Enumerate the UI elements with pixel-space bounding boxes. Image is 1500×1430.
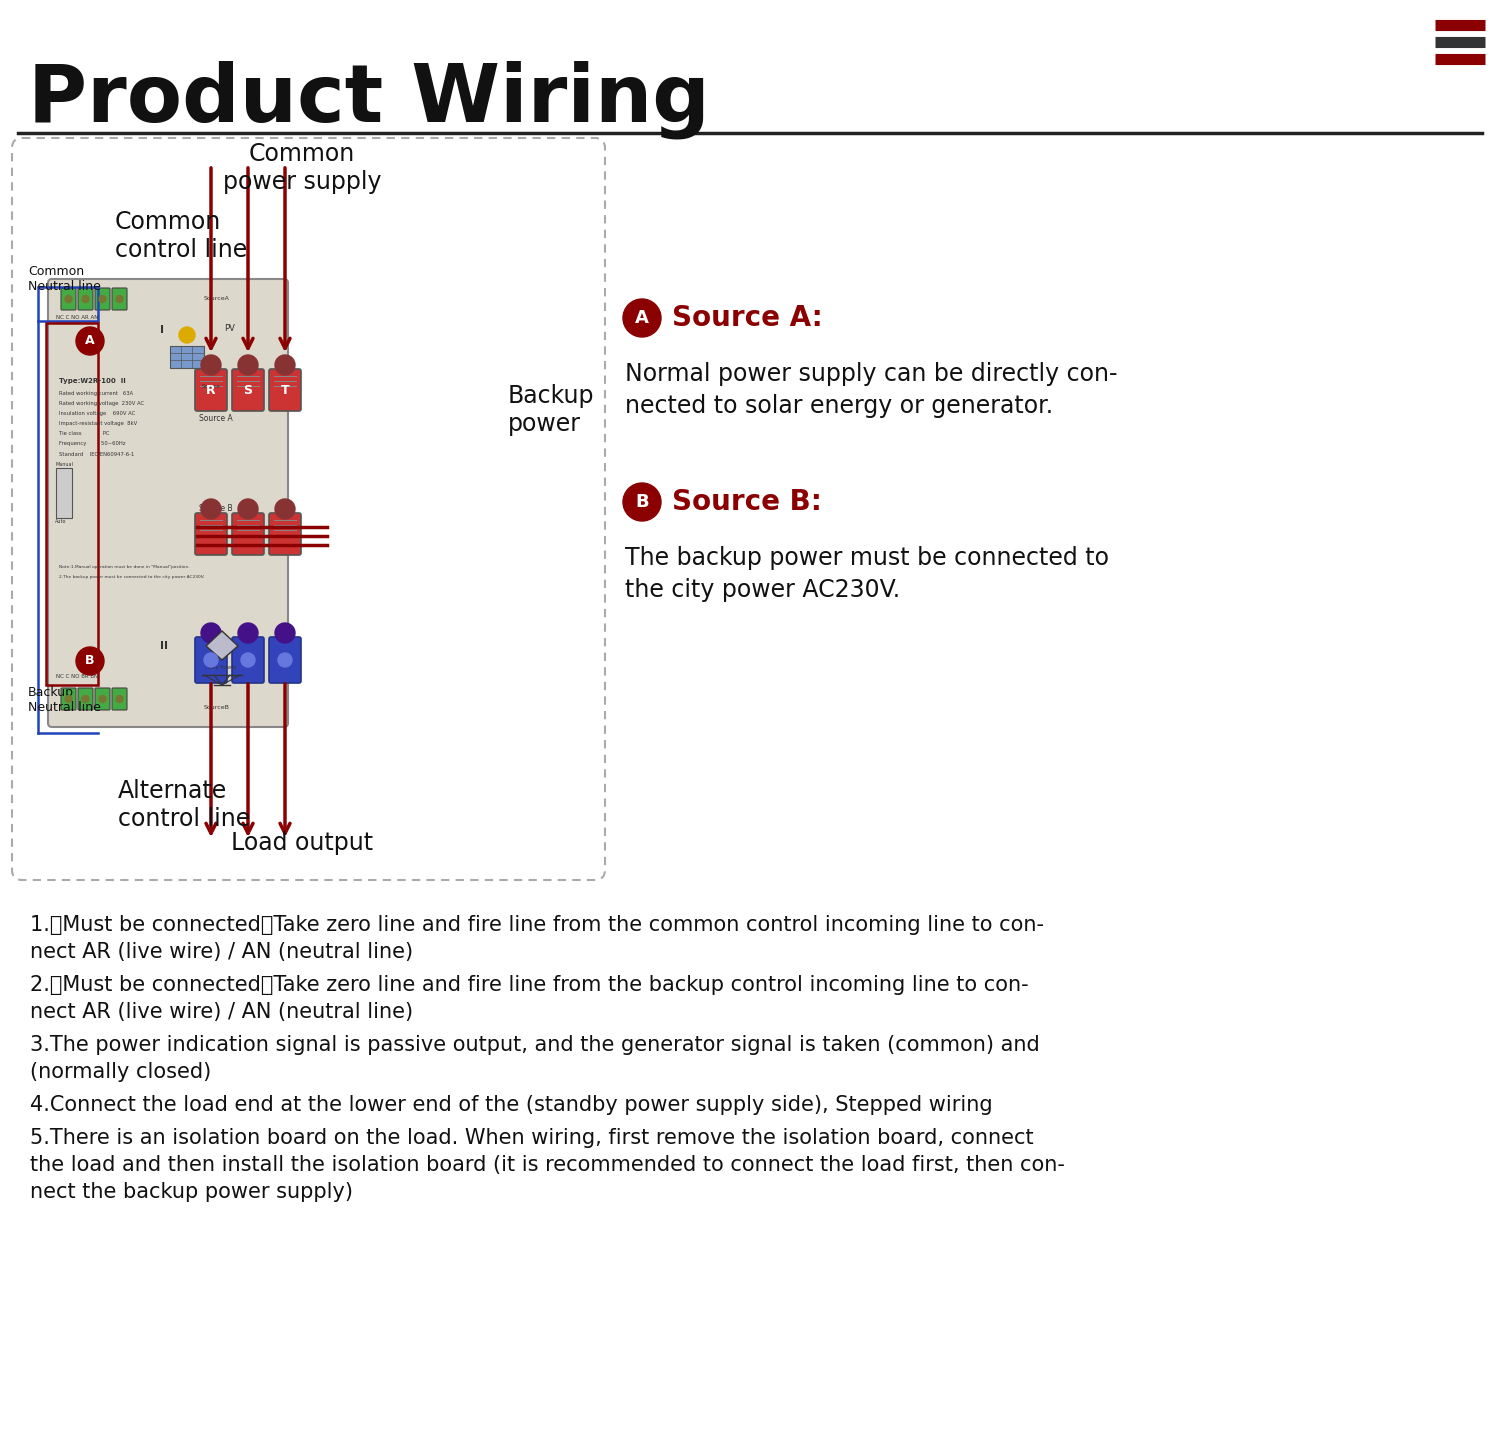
Circle shape (201, 499, 220, 519)
Circle shape (178, 327, 195, 343)
Circle shape (64, 296, 72, 303)
Text: Rated working current   63A: Rated working current 63A (58, 390, 134, 396)
Text: Alternate
control line: Alternate control line (118, 779, 250, 831)
FancyBboxPatch shape (94, 287, 110, 310)
Text: 5.There is an isolation board on the load. When wiring, first remove the isolati: 5.There is an isolation board on the loa… (30, 1128, 1065, 1203)
FancyBboxPatch shape (232, 636, 264, 684)
Text: Backup
Neutral line: Backup Neutral line (28, 686, 100, 714)
Text: Source A:: Source A: (672, 305, 822, 332)
Circle shape (116, 296, 123, 303)
Text: Common
power supply: Common power supply (222, 142, 381, 194)
Circle shape (274, 499, 296, 519)
Circle shape (204, 654, 218, 666)
Text: A: A (634, 309, 650, 327)
Bar (46, 323, 98, 685)
Text: The backup power must be connected to
the city power AC230V.: The backup power must be connected to th… (626, 546, 1108, 602)
Text: R: R (206, 383, 216, 396)
FancyBboxPatch shape (232, 369, 264, 410)
Text: PV: PV (224, 325, 236, 333)
Circle shape (622, 483, 662, 521)
Text: Frequency         50~60Hz: Frequency 50~60Hz (58, 440, 126, 446)
Circle shape (238, 355, 258, 375)
Text: SourceA: SourceA (204, 296, 230, 300)
FancyBboxPatch shape (12, 139, 604, 879)
Text: Note:1.Manual operation must be done in "Manual"position.: Note:1.Manual operation must be done in … (58, 565, 189, 569)
Bar (170, 346, 204, 368)
Circle shape (274, 623, 296, 644)
Text: Tie class             PC: Tie class PC (58, 430, 110, 436)
Circle shape (64, 695, 72, 702)
Bar (56, 468, 72, 518)
Circle shape (99, 695, 106, 702)
Circle shape (76, 646, 104, 675)
Circle shape (201, 623, 220, 644)
Circle shape (622, 299, 662, 337)
FancyBboxPatch shape (112, 688, 128, 711)
Text: Source: Source (202, 385, 220, 389)
Text: B: B (634, 493, 650, 511)
Text: Load output: Load output (231, 831, 374, 855)
Bar (38, 287, 98, 320)
Text: City Power: City Power (207, 665, 237, 671)
FancyBboxPatch shape (195, 369, 226, 410)
Text: 1.（Must be connected）Take zero line and fire line from the common control incomi: 1.（Must be connected）Take zero line and … (30, 915, 1044, 962)
Text: Impact-resistant voltage  8kV: Impact-resistant voltage 8kV (58, 420, 138, 426)
Circle shape (238, 499, 258, 519)
FancyBboxPatch shape (78, 688, 93, 711)
FancyBboxPatch shape (62, 688, 76, 711)
Text: Source B: Source B (200, 503, 232, 513)
FancyBboxPatch shape (112, 287, 128, 310)
FancyBboxPatch shape (78, 287, 93, 310)
Text: Source B:: Source B: (672, 488, 822, 516)
FancyBboxPatch shape (195, 513, 226, 555)
FancyBboxPatch shape (195, 636, 226, 684)
Text: 4.Connect the load end at the lower end of the (standby power supply side), Step: 4.Connect the load end at the lower end … (30, 1095, 993, 1115)
Text: I: I (160, 325, 164, 335)
Text: 2.The backup power must be connected to the city power AC230V.: 2.The backup power must be connected to … (58, 575, 204, 579)
Text: A: A (86, 335, 94, 347)
FancyBboxPatch shape (268, 636, 302, 684)
Circle shape (242, 654, 255, 666)
Text: Standard    IEC/EN60947-6-1: Standard IEC/EN60947-6-1 (58, 450, 135, 456)
Text: Normal power supply can be directly con-
nected to solar energy or generator.: Normal power supply can be directly con-… (626, 362, 1118, 418)
Text: Type:W2R-100  II: Type:W2R-100 II (58, 378, 126, 385)
FancyBboxPatch shape (94, 688, 110, 711)
Circle shape (201, 355, 220, 375)
Circle shape (76, 327, 104, 355)
Text: Common
Neutral line: Common Neutral line (28, 265, 100, 293)
Text: Rated working voltage  230V AC: Rated working voltage 230V AC (58, 400, 144, 406)
Text: NC C NO BR BN: NC C NO BR BN (56, 674, 98, 679)
Text: Common
control line: Common control line (116, 210, 248, 262)
Circle shape (82, 695, 88, 702)
Polygon shape (206, 631, 238, 661)
Circle shape (116, 695, 123, 702)
Text: II: II (160, 641, 168, 651)
Circle shape (274, 355, 296, 375)
Circle shape (82, 296, 88, 303)
FancyBboxPatch shape (62, 287, 76, 310)
Text: Auto: Auto (56, 519, 66, 523)
Text: 3.The power indication signal is passive output, and the generator signal is tak: 3.The power indication signal is passive… (30, 1035, 1040, 1083)
Text: Manual: Manual (56, 462, 74, 468)
Text: Source A: Source A (200, 415, 232, 423)
Text: NC C NO AR AN: NC C NO AR AN (56, 315, 99, 320)
Text: Backup
power: Backup power (509, 385, 594, 436)
Circle shape (278, 654, 292, 666)
Text: 2.（Must be connected）Take zero line and fire line from the backup control incomi: 2.（Must be connected）Take zero line and … (30, 975, 1029, 1022)
FancyBboxPatch shape (268, 369, 302, 410)
Text: S: S (243, 383, 252, 396)
FancyBboxPatch shape (232, 513, 264, 555)
Circle shape (99, 296, 106, 303)
FancyBboxPatch shape (48, 279, 288, 726)
Text: B: B (86, 655, 94, 668)
FancyBboxPatch shape (268, 513, 302, 555)
Text: Insulation voltage    690V AC: Insulation voltage 690V AC (58, 410, 135, 416)
Text: SourceB: SourceB (204, 705, 230, 711)
Circle shape (238, 623, 258, 644)
Text: Product Wiring: Product Wiring (28, 60, 709, 139)
Text: T: T (280, 383, 290, 396)
